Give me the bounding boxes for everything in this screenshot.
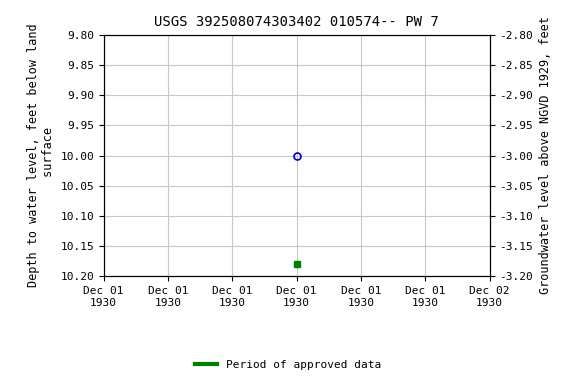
Y-axis label: Groundwater level above NGVD 1929, feet: Groundwater level above NGVD 1929, feet <box>539 17 552 295</box>
Title: USGS 392508074303402 010574-- PW 7: USGS 392508074303402 010574-- PW 7 <box>154 15 439 29</box>
Legend: Period of approved data: Period of approved data <box>191 356 385 375</box>
Y-axis label: Depth to water level, feet below land
 surface: Depth to water level, feet below land su… <box>26 24 55 287</box>
